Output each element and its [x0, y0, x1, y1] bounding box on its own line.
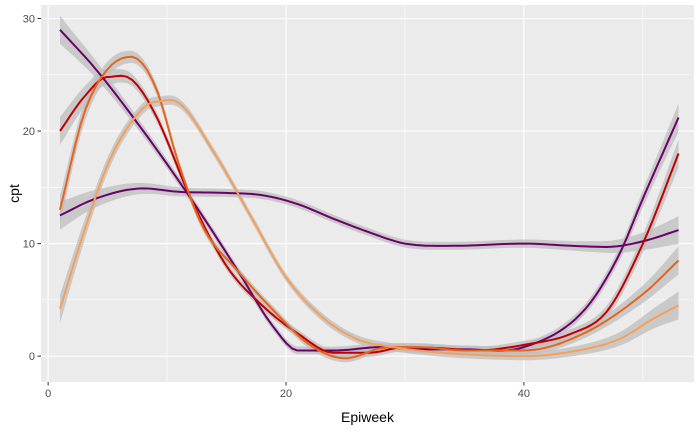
- y-tick-label: 10: [23, 239, 35, 251]
- series-lines: [59, 29, 680, 360]
- y-axis-ticks: 0 10 20 30: [23, 14, 41, 363]
- confidence-band-5: [60, 95, 679, 361]
- x-tick-label: 40: [518, 388, 530, 400]
- x-tick-label: 0: [45, 388, 51, 400]
- x-axis-ticks: 0 20 40: [45, 382, 530, 400]
- series-line-4: [59, 55, 680, 360]
- series-line-1: [59, 29, 680, 352]
- y-tick-label: 30: [23, 14, 35, 26]
- series-line-2: [59, 187, 679, 248]
- x-axis-title: Epiweek: [341, 409, 395, 425]
- series-line-5: [59, 99, 679, 358]
- y-tick-label: 20: [23, 126, 35, 138]
- y-tick-label: 0: [29, 351, 35, 363]
- x-tick-label: 20: [280, 388, 292, 400]
- y-axis-title: cpt: [6, 184, 22, 203]
